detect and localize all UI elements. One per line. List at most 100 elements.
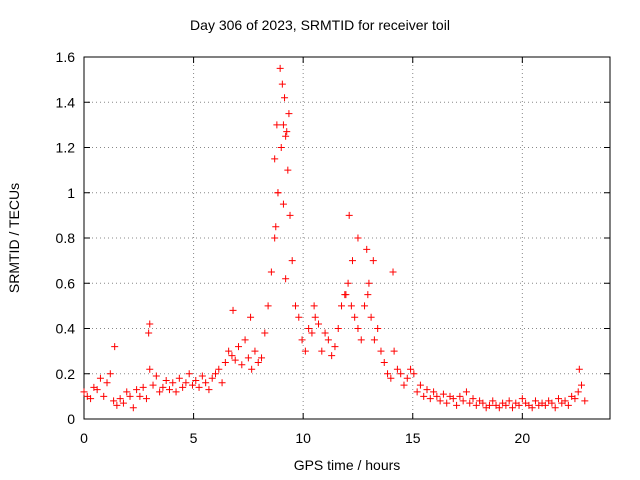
data-point [291,302,299,310]
data-point [571,395,579,403]
data-point [380,358,388,366]
data-point [149,381,157,389]
data-point [348,257,356,265]
data-point [426,395,434,403]
data-point [159,383,167,391]
data-point [575,365,583,373]
data-point [126,392,134,400]
data-point [258,354,266,362]
chart-title: Day 306 of 2023, SRMTID for receiver toi… [190,17,450,33]
data-point [328,352,336,360]
data-point [169,379,177,387]
data-point [369,257,377,265]
data-point [413,388,421,396]
data-point [370,336,378,344]
data-point [574,388,582,396]
data-point [276,64,284,72]
data-point [295,313,303,321]
data-point [324,336,332,344]
data-point [87,395,95,403]
data-point [342,291,350,299]
data-point [228,352,236,360]
y-tick-label: 0.2 [56,366,76,382]
data-point [179,383,187,391]
data-point [273,121,281,129]
data-point [578,381,586,389]
data-point [188,381,196,389]
data-point [264,302,272,310]
data-point [205,386,213,394]
data-point [162,377,170,385]
data-point [554,395,562,403]
x-tick-label: 10 [295,430,311,446]
data-point [561,397,569,405]
data-points [80,64,589,412]
data-point [152,372,160,380]
data-point [274,189,282,197]
data-point [485,401,493,409]
data-point [393,365,401,373]
data-point [315,320,323,328]
data-point [318,347,326,355]
data-point [363,245,371,253]
data-point [80,388,88,396]
data-point [139,383,147,391]
data-point [195,383,203,391]
data-point [548,399,556,407]
data-point [400,381,408,389]
data-point [367,313,375,321]
data-point [495,404,503,412]
data-point [182,379,190,387]
data-point [100,392,108,400]
data-point [185,370,193,378]
data-point [430,388,438,396]
y-tick-label: 1.2 [56,140,76,156]
data-point [146,365,154,373]
data-point [229,306,237,314]
data-point [344,279,352,287]
data-point [123,388,131,396]
y-tick-label: 1.6 [56,49,76,65]
data-point [284,166,292,174]
data-point [433,392,441,400]
grid-lines [84,57,610,419]
data-point [456,392,464,400]
data-point [254,358,262,366]
data-point [271,155,279,163]
data-point [212,370,219,378]
data-point [142,395,150,403]
data-point [416,381,424,389]
y-axis-label: SRMTID / TECUs [6,182,22,294]
data-point [106,370,114,378]
data-point [282,275,290,283]
y-tick-label: 0.6 [56,275,76,291]
data-point [354,234,362,242]
data-point [277,144,285,151]
data-point [462,388,470,396]
data-point [146,320,154,328]
data-point [110,397,118,405]
data-point [283,128,291,136]
data-point [231,356,239,364]
axis-ticks: 0 0.2 0.4 0.6 0.8 1 1.2 1.4 1.6 0 5 10 15 20 [56,49,610,446]
data-point [136,392,144,400]
data-point [288,257,296,265]
data-point [175,374,183,382]
data-point [397,370,405,378]
data-point [244,354,252,362]
data-point [116,395,124,403]
data-point [282,132,290,140]
data-point [407,365,415,373]
data-point [357,336,365,344]
data-point [271,234,279,242]
data-point [272,223,280,231]
data-point [449,395,457,403]
data-point [251,347,259,355]
data-point [541,401,549,409]
data-point [145,329,153,337]
data-point [515,401,523,409]
data-point [198,372,206,380]
data-point [361,302,369,310]
data-point [156,388,164,396]
data-point [564,401,572,409]
